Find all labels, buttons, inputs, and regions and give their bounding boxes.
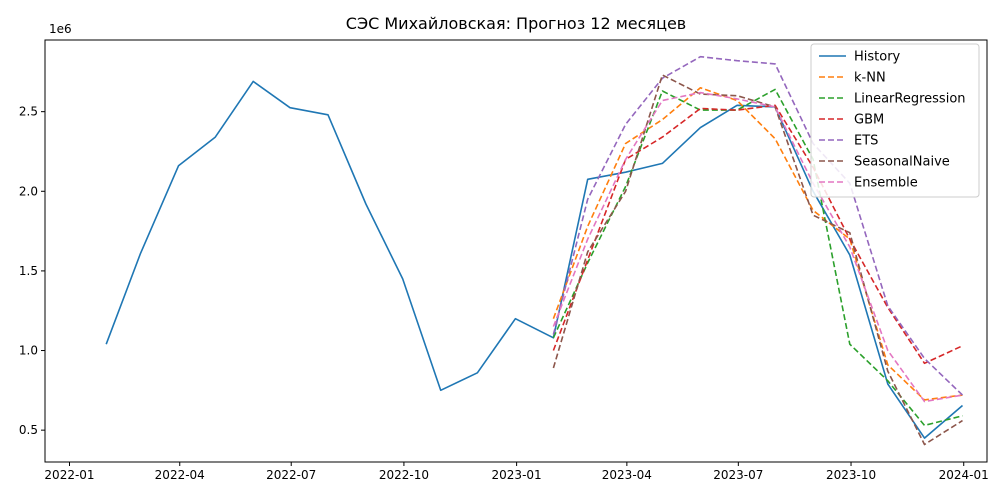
legend-label: k-NN [854,71,886,86]
legend-label: SeasonalNaive [854,155,950,170]
x-tick-label: 2024-01 [939,468,989,482]
x-tick-label: 2023-10 [826,468,876,482]
legend-box [810,43,980,198]
x-axis: 2022-01 2022-04 2022-07 2022-10 2023-01 2023-… [44,462,989,482]
x-tick-label: 2023-07 [713,468,763,482]
plot-lines [105,55,964,446]
series-line-ets [552,55,964,396]
x-tick-label: 2022-10 [379,468,429,482]
series-line-linearregression [552,88,963,427]
plot-frame [44,39,988,463]
legend-label: GBM [854,113,884,128]
legend-label: LinearRegression [854,92,966,107]
x-tick-label: 2022-07 [266,468,316,482]
y-tick-label: 2.0 [19,184,38,198]
legend-label: History [854,50,901,65]
series-line-gbm [552,104,963,365]
legend: History k-NN LinearRegression GBM ETS Seasona… [810,43,980,198]
y-tick-label: 1.5 [19,264,38,278]
y-tick-label: 1.0 [19,344,38,358]
x-tick-label: 2023-04 [602,468,652,482]
legend-label: ETS [854,134,878,149]
y-tick-label: 2.5 [19,105,38,119]
chart-title: СЭС Михайловская: Прогноз 12 месяцев [346,14,686,33]
y-axis: 0.5 1.0 1.5 2.0 2.5 [19,105,45,437]
x-tick-label: 2023-01 [492,468,542,482]
series-line-history [105,80,964,439]
series-line-k-nn [552,87,963,401]
x-tick-label: 2022-01 [44,468,94,482]
y-tick-label: 0.5 [19,423,38,437]
series-line-seasonalnaive [552,74,963,446]
y-axis-multiplier: 1e6 [49,22,72,36]
x-tick-label: 2022-04 [155,468,205,482]
series-line-ensemble [552,91,963,403]
legend-label: Ensemble [854,176,918,191]
